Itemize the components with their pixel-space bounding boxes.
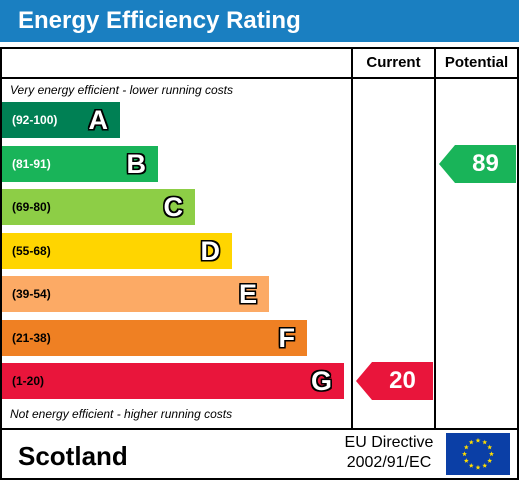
- band-g: (1-20) G: [2, 363, 344, 399]
- band-a: (92-100) A: [2, 102, 120, 138]
- band-range-label: (39-54): [12, 287, 51, 301]
- header-row-divider: [0, 77, 519, 79]
- eu-flag-star-icon: [463, 444, 469, 450]
- eu-flag-star-icon: [462, 451, 467, 457]
- current-rating-value: 20: [389, 367, 416, 394]
- current-column-divider: [351, 47, 353, 430]
- band-letter: B: [126, 148, 147, 179]
- potential-rating-value: 89: [472, 149, 499, 177]
- eu-directive-line1: EU Directive: [344, 434, 434, 451]
- band-range-label: (69-80): [12, 200, 51, 214]
- band-range-label: (21-38): [12, 330, 51, 345]
- current-rating-arrow: 20: [356, 362, 433, 400]
- band-letter: G: [310, 366, 332, 396]
- current-column-header: Current: [366, 54, 421, 71]
- top-note: Very energy efficient - lower running co…: [10, 83, 233, 97]
- eu-flag-star-icon: [468, 439, 474, 445]
- eu-flag-star-icon: [475, 464, 481, 470]
- potential-column-divider: [434, 47, 436, 430]
- eu-flag-star-icon: [487, 444, 493, 450]
- current-arrow-polygon: [356, 362, 433, 400]
- eu-flag-star-icon: [463, 458, 469, 463]
- band-letter: D: [200, 235, 221, 266]
- band-c: (69-80) C: [2, 189, 195, 225]
- eu-directive: EU Directive 2002/91/EC: [328, 433, 450, 473]
- eu-flag-star-icon: [487, 458, 493, 463]
- band-letter: A: [88, 105, 109, 135]
- eu-flag-star-icon: [482, 463, 488, 468]
- eu-flag-star-icon: [468, 463, 474, 468]
- band-letter: F: [278, 322, 296, 353]
- eu-flag-icon: [446, 433, 510, 475]
- band-range-label: (92-100): [12, 113, 58, 127]
- rating-frame: [0, 47, 519, 480]
- band-range-label: (55-68): [12, 243, 51, 258]
- band-letter: E: [238, 279, 257, 309]
- band-range-label: (1-20): [12, 374, 45, 388]
- band-letter: C: [163, 192, 184, 222]
- potential-arrow-polygon: [439, 144, 516, 183]
- eu-directive-line2: 2002/91/EC: [346, 454, 432, 471]
- bottom-note: Not energy efficient - higher running co…: [10, 407, 233, 421]
- band-f: (21-38) F: [2, 319, 307, 356]
- band-b: (81-91) B: [2, 145, 158, 182]
- current-arrow-shape: [356, 362, 433, 400]
- footer-divider: [0, 428, 519, 430]
- potential-rating-arrow: 89: [439, 144, 516, 183]
- band-d: (55-68) D: [2, 232, 232, 269]
- potential-column-header: Potential: [444, 54, 509, 71]
- potential-arrow-shape: [439, 144, 516, 183]
- region-label: Scotland: [18, 441, 128, 471]
- band-range-label: (81-91): [12, 156, 51, 171]
- band-e: (39-54) E: [2, 276, 269, 312]
- eu-flag-stars: [462, 437, 494, 470]
- eu-flag-star-icon: [482, 439, 488, 445]
- page-title: Energy Efficiency Rating: [0, 0, 519, 42]
- eu-flag-star-icon: [489, 451, 494, 457]
- eu-flag-star-icon: [475, 437, 481, 443]
